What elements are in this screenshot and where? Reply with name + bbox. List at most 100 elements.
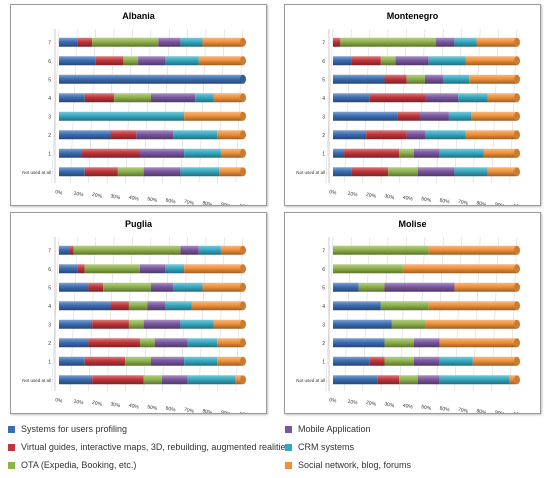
bar-segment [59,111,185,121]
x-tick-label: 100% [239,203,253,205]
category-label: 2 [322,133,325,139]
gridlines [325,236,518,392]
bar-segment [184,264,243,274]
x-tick-label: 80% [202,200,214,205]
bar-segment [187,375,236,385]
bar-segment [154,338,188,348]
bar-segment [399,148,414,158]
category-label: 2 [322,341,325,347]
bar-end-cap [240,356,246,366]
bar-end-cap [514,37,520,47]
category-label: 3 [48,322,51,328]
x-tick-label: 0% [55,397,64,404]
category-label: 7 [322,40,325,46]
bar-segment [333,56,352,66]
bar-segment [213,93,243,103]
gridline [509,236,518,392]
bar-segment [173,130,218,140]
bar-end-cap [240,74,246,84]
bar-segment [384,282,455,292]
bar-segment [117,167,144,177]
x-tick-label: 0% [329,397,338,404]
bar-segment [143,319,181,329]
bar-segment [380,301,429,311]
legend-item: OTA (Expedia, Booking, etc.) [8,460,136,470]
bar-segment [59,282,89,292]
bar-segment [180,167,220,177]
bar-segment [84,356,126,366]
bar-segment [377,375,400,385]
bar-segment [406,130,425,140]
bar-segment [151,93,196,103]
bar-end-cap [240,264,246,274]
x-tick-label: 30% [384,193,396,201]
x-tick-label: 60% [165,405,177,413]
bar-segment [369,93,425,103]
gridline [51,28,60,184]
bar-segment [395,56,429,66]
gridline [217,28,225,184]
x-tick-label: 20% [365,192,377,200]
x-tick-label: 10% [73,398,85,406]
bar-segment [125,356,151,366]
bar-segment [92,375,144,385]
bar-segment [413,338,440,348]
bar-segment [439,356,473,366]
x-tick-label: 20% [91,192,103,200]
gridline [125,236,133,392]
gridline [217,236,225,392]
bar-segment [469,74,517,84]
bar-end-cap [240,301,246,311]
bar-segment [217,356,243,366]
chart-plot-molise: 7 6 5 4 3 2 1 Not used at all 0% 10% 20% 30% 40% 50% 6… [296,236,527,413]
x-tick-label: 90% [220,410,232,413]
bar-segment [428,245,517,255]
category-label: 4 [322,96,325,102]
chart-title: Montenegro [386,11,439,21]
x-tick-label: 40% [402,195,414,203]
bar-segment [391,319,425,329]
bar-segment [369,356,385,366]
bar-segment [454,37,477,47]
bar-segment [333,264,403,274]
bar-segment [465,56,517,66]
chart-panel-molise: Molise 7 6 5 4 3 2 1 Not used at all 0% 10% 20% 30%… [284,212,541,414]
bar-segment [77,264,85,274]
gridline [380,236,389,392]
category-label: 3 [322,114,325,120]
bar-segment [202,37,243,47]
bar-end-cap [240,148,246,158]
bar-segment [333,74,385,84]
bar-segment [165,264,185,274]
bar-segment [59,93,85,103]
bar-end-cap [240,37,246,47]
bar-segment [180,37,203,47]
bar-segment [425,130,466,140]
bar-segment [333,301,381,311]
category-label: 6 [322,59,325,65]
bar-segment [173,282,203,292]
bar-segment [136,130,174,140]
chart-plot-albania: 7 6 5 4 3 2 1 Not used at all 0% 10% 20% 30% 40% 50% 6… [22,28,253,205]
x-tick-label: 30% [384,401,396,409]
bar-end-cap [240,130,246,140]
x-tick-label: 70% [457,407,469,413]
category-label: 2 [48,341,51,347]
gridline [235,236,244,392]
bar-segment [59,167,85,177]
bar-segment [180,319,214,329]
bar-segment [417,167,455,177]
bar-end-cap [514,74,520,84]
bar-segment [70,245,74,255]
chart-title: Puglia [124,219,152,229]
legend-item: Mobile Application [285,424,371,434]
bar-segment [333,37,341,47]
bar-segment [128,301,148,311]
gridline [161,236,170,392]
chart-plot-puglia: 7 6 5 4 3 2 1 Not used at all 0% 10% 20% 30% 40% 50% 6… [22,236,253,413]
bar-end-cap [240,111,246,121]
bar-segment [77,37,93,47]
bar-segment [425,93,459,103]
gridline [472,28,481,184]
gridline [69,236,78,392]
